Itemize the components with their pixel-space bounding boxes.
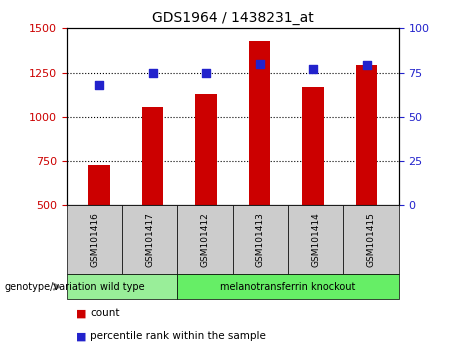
Title: GDS1964 / 1438231_at: GDS1964 / 1438231_at (152, 11, 313, 24)
Bar (88, 165, 110, 205)
Point (95, 82, 103, 88)
Text: GSM101415: GSM101415 (366, 212, 376, 267)
Text: percentile rank within the sample: percentile rank within the sample (90, 331, 266, 341)
Bar (356, 65, 378, 205)
Text: GSM101414: GSM101414 (311, 212, 320, 267)
Text: GSM101412: GSM101412 (201, 212, 210, 267)
Text: count: count (90, 308, 119, 318)
Point (256, 61, 263, 67)
Text: GSM101416: GSM101416 (90, 212, 99, 267)
Point (363, 63, 370, 68)
Point (202, 70, 210, 75)
Bar (195, 94, 217, 205)
Text: genotype/variation: genotype/variation (5, 282, 97, 292)
Bar (249, 41, 270, 205)
Point (309, 66, 317, 72)
Point (149, 70, 156, 75)
Text: GSM101413: GSM101413 (256, 212, 265, 267)
Text: melanotransferrin knockout: melanotransferrin knockout (220, 282, 356, 292)
Text: ■: ■ (76, 308, 87, 318)
Text: ■: ■ (76, 331, 87, 341)
Bar (302, 87, 324, 205)
Bar (142, 107, 163, 205)
Text: GSM101417: GSM101417 (145, 212, 154, 267)
Text: wild type: wild type (100, 282, 144, 292)
